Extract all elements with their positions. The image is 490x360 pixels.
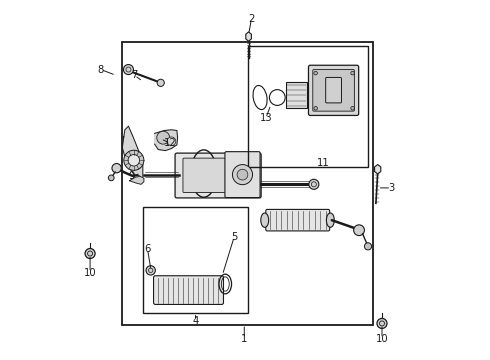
Text: 10: 10: [84, 267, 97, 278]
Ellipse shape: [326, 213, 334, 227]
Text: 1: 1: [241, 333, 247, 343]
Text: 9: 9: [129, 171, 135, 181]
Circle shape: [351, 71, 354, 75]
Text: 2: 2: [248, 14, 255, 24]
Bar: [248, 45, 368, 167]
Circle shape: [157, 131, 170, 144]
FancyBboxPatch shape: [309, 65, 359, 116]
Circle shape: [354, 225, 365, 235]
Text: 10: 10: [376, 333, 388, 343]
Bar: [286, 82, 307, 108]
FancyBboxPatch shape: [153, 276, 223, 305]
Circle shape: [108, 175, 114, 181]
Text: 4: 4: [193, 316, 198, 325]
Circle shape: [146, 266, 155, 275]
Circle shape: [365, 243, 371, 250]
Text: 7: 7: [131, 70, 138, 80]
Text: 5: 5: [231, 232, 238, 242]
Circle shape: [232, 165, 252, 185]
Circle shape: [351, 107, 354, 110]
Text: 6: 6: [144, 244, 150, 254]
Circle shape: [167, 137, 176, 145]
Text: 11: 11: [317, 158, 330, 168]
FancyBboxPatch shape: [183, 158, 253, 193]
FancyBboxPatch shape: [326, 77, 342, 103]
Text: 12: 12: [164, 139, 177, 148]
Ellipse shape: [261, 213, 269, 227]
Circle shape: [377, 319, 387, 328]
Polygon shape: [246, 32, 251, 41]
Polygon shape: [122, 126, 143, 178]
Circle shape: [314, 71, 318, 75]
FancyBboxPatch shape: [175, 153, 261, 198]
Circle shape: [128, 154, 140, 166]
FancyBboxPatch shape: [313, 69, 354, 111]
Text: 3: 3: [388, 183, 394, 193]
Circle shape: [157, 79, 164, 86]
Circle shape: [85, 248, 95, 258]
Circle shape: [124, 150, 144, 170]
Polygon shape: [129, 176, 144, 184]
FancyBboxPatch shape: [266, 210, 330, 231]
Polygon shape: [374, 165, 381, 174]
Circle shape: [314, 107, 318, 110]
Circle shape: [237, 169, 248, 180]
Bar: [143, 207, 248, 314]
Text: 8: 8: [98, 64, 104, 75]
Circle shape: [123, 64, 133, 75]
Polygon shape: [155, 130, 177, 150]
Bar: [122, 42, 373, 325]
Circle shape: [112, 163, 122, 173]
Text: 13: 13: [260, 113, 272, 123]
Circle shape: [309, 179, 319, 189]
FancyBboxPatch shape: [225, 152, 260, 198]
